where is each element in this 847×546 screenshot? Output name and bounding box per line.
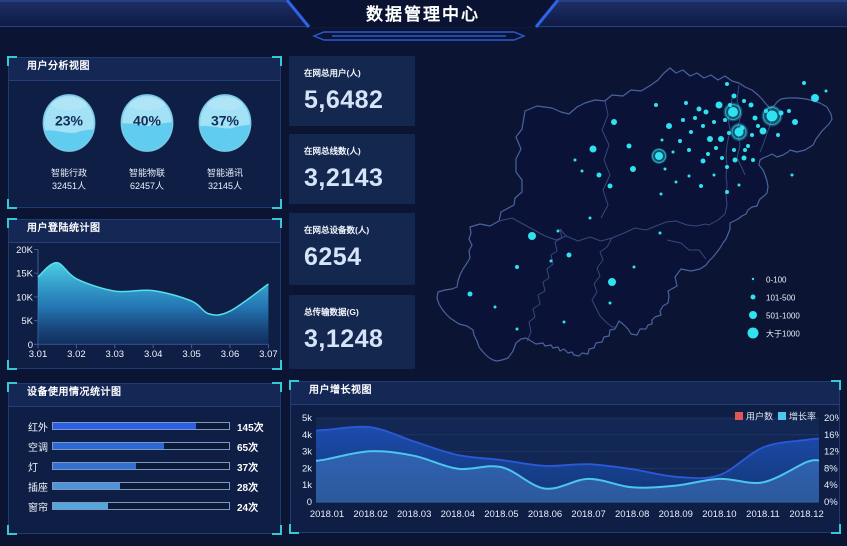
svg-text:2018.11: 2018.11 — [746, 509, 780, 520]
svg-text:2018.03: 2018.03 — [397, 509, 431, 520]
svg-text:5K: 5K — [21, 316, 33, 327]
svg-text:3.02: 3.02 — [67, 349, 86, 360]
svg-text:20K: 20K — [16, 245, 34, 256]
svg-text:1k: 1k — [302, 480, 312, 491]
svg-text:3.06: 3.06 — [221, 349, 240, 360]
svg-text:2018.09: 2018.09 — [659, 509, 693, 520]
svg-text:2018.05: 2018.05 — [484, 509, 518, 520]
svg-text:0: 0 — [28, 340, 33, 351]
svg-text:用户数: 用户数 — [746, 411, 773, 422]
svg-text:16%: 16% — [824, 430, 839, 441]
svg-text:3.03: 3.03 — [106, 349, 125, 360]
svg-text:101-500: 101-500 — [766, 294, 796, 303]
svg-text:增长率: 增长率 — [789, 411, 816, 422]
svg-text:大于1000: 大于1000 — [766, 329, 800, 339]
svg-text:40%: 40% — [133, 113, 162, 129]
svg-text:4k: 4k — [302, 430, 312, 441]
svg-text:12%: 12% — [824, 447, 839, 458]
svg-text:501-1000: 501-1000 — [766, 312, 800, 321]
svg-text:5k: 5k — [302, 413, 312, 424]
svg-text:0-100: 0-100 — [766, 276, 787, 285]
svg-text:2018.12: 2018.12 — [789, 509, 823, 520]
svg-text:0: 0 — [307, 497, 312, 508]
svg-text:0%: 0% — [824, 497, 838, 508]
svg-text:3.01: 3.01 — [29, 349, 48, 360]
svg-text:2018.01: 2018.01 — [310, 509, 344, 520]
svg-text:3.04: 3.04 — [144, 349, 163, 360]
svg-text:2018.06: 2018.06 — [528, 509, 562, 520]
svg-text:2k: 2k — [302, 463, 312, 474]
svg-text:2018.08: 2018.08 — [615, 509, 649, 520]
svg-text:10K: 10K — [16, 292, 34, 303]
svg-text:3.05: 3.05 — [182, 349, 201, 360]
svg-text:4%: 4% — [824, 480, 838, 491]
svg-text:37%: 37% — [211, 113, 240, 129]
svg-text:15K: 15K — [16, 269, 34, 280]
svg-text:2018.07: 2018.07 — [571, 509, 605, 520]
svg-text:8%: 8% — [824, 463, 838, 474]
svg-text:2018.10: 2018.10 — [702, 509, 736, 520]
svg-text:3k: 3k — [302, 447, 312, 458]
svg-text:2018.04: 2018.04 — [441, 509, 475, 520]
svg-text:数据管理中心: 数据管理中心 — [366, 4, 480, 24]
svg-text:23%: 23% — [55, 113, 84, 129]
svg-text:20%: 20% — [824, 413, 839, 424]
svg-text:3.07: 3.07 — [259, 349, 278, 360]
svg-text:2018.02: 2018.02 — [353, 509, 387, 520]
